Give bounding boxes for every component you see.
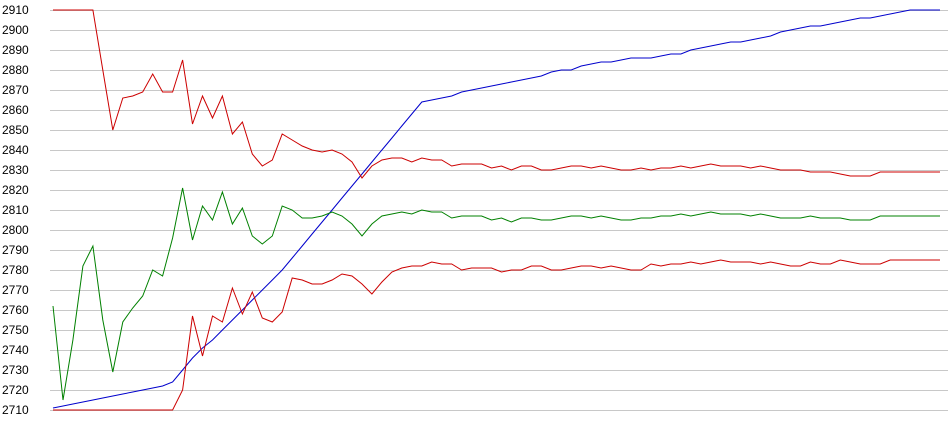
y-axis-ticks: 2710 2720 2730 2740 2750 2760 2770 2780 2790 2800…	[2, 3, 29, 417]
y-tick-label: 2710	[2, 403, 29, 417]
y-tick-label: 2900	[2, 23, 29, 37]
y-tick-label: 2820	[2, 183, 29, 197]
y-tick-label: 2810	[2, 203, 29, 217]
y-tick-label: 2860	[2, 103, 29, 117]
y-tick-label: 2870	[2, 83, 29, 97]
y-tick-label: 2720	[2, 383, 29, 397]
y-tick-label: 2850	[2, 123, 29, 137]
series-lines	[52, 9, 940, 411]
series-line-2	[53, 9, 940, 179]
y-tick-label: 2790	[2, 243, 29, 257]
y-tick-label: 2750	[2, 323, 29, 337]
y-tick-label: 2770	[2, 283, 29, 297]
y-tick-label: 2730	[2, 363, 29, 377]
y-tick-label: 2760	[2, 303, 29, 317]
y-tick-label: 2800	[2, 223, 29, 237]
y-tick-label: 2840	[2, 143, 29, 157]
series-line-4	[53, 259, 940, 411]
series-line-3	[52, 187, 940, 401]
y-tick-label: 2830	[2, 163, 29, 177]
series-line-1	[52, 9, 940, 409]
y-tick-label: 2880	[2, 63, 29, 77]
y-tick-label: 2890	[2, 43, 29, 57]
y-tick-label: 2780	[2, 263, 29, 277]
y-tick-label: 2910	[2, 3, 29, 17]
y-tick-label: 2740	[2, 343, 29, 357]
